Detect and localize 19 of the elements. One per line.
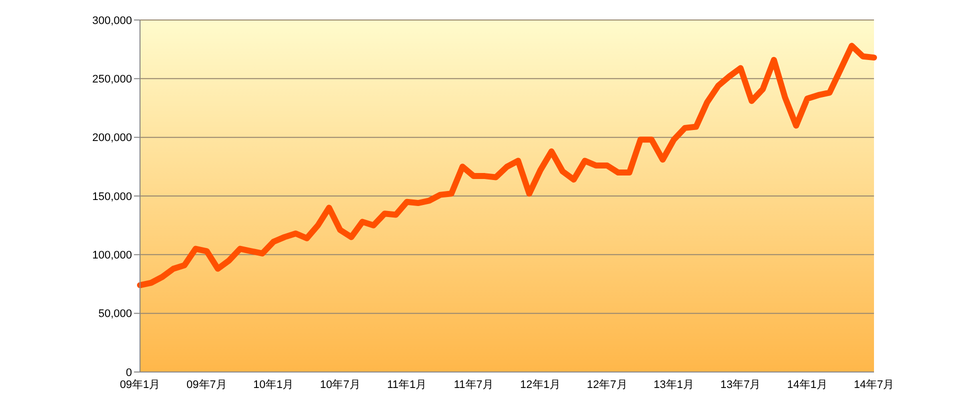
x-tick-label: 11年7月 xyxy=(454,378,494,391)
y-tick-label: 50,000 xyxy=(98,308,132,320)
x-tick-label: 13年1月 xyxy=(654,378,694,391)
x-tick-label: 10年1月 xyxy=(253,378,294,391)
x-tick-label: 14年7月 xyxy=(854,378,894,391)
y-tick-label: 200,000 xyxy=(92,132,132,144)
y-tick-label: 0 xyxy=(126,366,132,379)
x-tick-label: 12年1月 xyxy=(520,378,561,391)
x-tick-label: 11年1月 xyxy=(387,378,427,391)
x-tick-label: 09年1月 xyxy=(120,378,160,391)
x-tick-label: 14年1月 xyxy=(787,378,828,391)
x-tick-label: 09年7月 xyxy=(186,378,227,391)
x-tick-label: 10年7月 xyxy=(320,378,360,391)
y-tick-label: 100,000 xyxy=(92,250,132,262)
y-tick-label: 300,000 xyxy=(92,14,132,27)
x-tick-label: 12年7月 xyxy=(586,378,628,391)
x-tick-label: 13年7月 xyxy=(720,378,761,391)
y-tick-label: 250,000 xyxy=(92,74,132,86)
y-tick-label: 150,000 xyxy=(92,190,132,203)
